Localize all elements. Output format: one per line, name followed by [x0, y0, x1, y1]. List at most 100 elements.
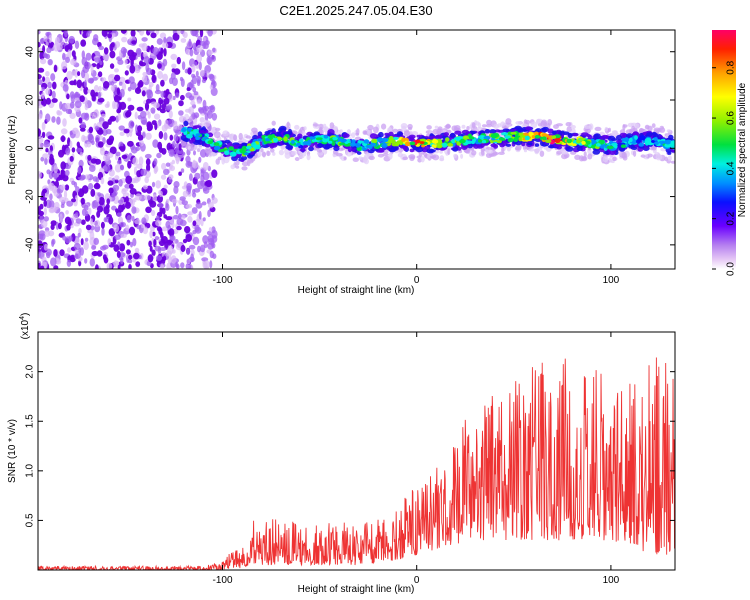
noise-blob [117, 113, 121, 121]
snr-y-tick-label: 2.0 [25, 364, 36, 378]
noise-blob [47, 135, 55, 140]
noise-blob [84, 237, 89, 242]
noise-blob [89, 258, 96, 267]
noise-blob [110, 42, 115, 48]
ridge-peak [541, 136, 547, 141]
ridge-halo [184, 113, 190, 121]
noise-blob [64, 184, 70, 191]
noise-blob [186, 87, 191, 92]
noise-blob [86, 141, 92, 148]
noise-blob [207, 201, 214, 209]
ridge-peak [388, 135, 394, 141]
noise-blob [87, 89, 91, 94]
noise-blob [109, 63, 115, 69]
snr-y-multiplier-close: ) [20, 313, 31, 316]
noise-blob [199, 69, 205, 77]
noise-blob [158, 190, 163, 197]
noise-blob [162, 42, 169, 49]
noise-blob [136, 170, 142, 178]
ridge-halo [466, 126, 470, 131]
noise-blob [38, 262, 41, 269]
noise-blob [96, 210, 101, 218]
ridge-peak [252, 145, 257, 149]
ridge-halo [338, 147, 344, 152]
ridge-halo [284, 152, 291, 159]
ridge-peak [510, 131, 517, 135]
noise-blob [89, 230, 95, 240]
colorbar-tick-label: 0.8 [726, 60, 737, 74]
ridge-peak [185, 133, 193, 139]
noise-blob [153, 102, 160, 109]
noise-blob [147, 111, 151, 119]
noise-blob [187, 67, 192, 75]
noise-blob [125, 201, 131, 209]
ridge-band [449, 132, 456, 138]
noise-blob [96, 121, 104, 128]
noise-blob [185, 203, 193, 209]
noise-blob [202, 171, 210, 181]
noise-blob [113, 244, 120, 252]
noise-blob [108, 187, 114, 194]
noise-blob [100, 113, 106, 119]
noise-blob [180, 262, 185, 269]
noise-blob [118, 81, 123, 86]
ridge-halo [534, 148, 540, 155]
ridge-peak [436, 144, 443, 149]
noise-blob [145, 132, 152, 140]
ridge-peak [265, 138, 270, 142]
noise-blob [77, 232, 81, 238]
noise-blob [184, 68, 189, 74]
ridge-peak [644, 140, 651, 144]
ridge-peak [507, 137, 514, 143]
ridge-halo [230, 164, 236, 170]
noise-blob [78, 117, 83, 124]
ridge-halo [570, 151, 577, 155]
snr-y-tick-label: 1.0 [25, 463, 36, 477]
noise-blob [113, 74, 121, 82]
ridge-band [351, 147, 356, 152]
noise-blob [195, 70, 199, 78]
noise-blob [106, 101, 110, 108]
noise-blob [148, 240, 152, 248]
noise-blob [95, 177, 100, 183]
chart-title: C2E1.2025.247.05.04.E30 [279, 3, 432, 18]
noise-blob [114, 41, 121, 48]
ridge-peak [634, 135, 638, 140]
noise-blob [107, 33, 112, 39]
noise-blob [87, 30, 92, 34]
ridge-peak [639, 135, 646, 141]
noise-blob [99, 147, 106, 156]
snr-x-axis-title: Height of straight line (km) [298, 584, 415, 595]
noise-blob [155, 255, 163, 261]
ridge-band [592, 149, 601, 155]
ridge-peak [315, 137, 323, 141]
noise-blob [146, 67, 152, 76]
noise-blob [203, 260, 210, 269]
snr-x-tick-label: 100 [603, 575, 620, 586]
noise-blob [41, 91, 45, 99]
ridge-peak [432, 139, 439, 144]
ridge-peak [534, 134, 541, 139]
noise-blob [158, 227, 163, 235]
noise-blob [207, 109, 213, 119]
noise-blob [148, 81, 154, 88]
ridge-halo [260, 148, 264, 153]
noise-blob [93, 34, 99, 42]
ridge-halo [651, 123, 656, 128]
noise-blob [64, 169, 70, 177]
ridge-halo [659, 127, 666, 133]
noise-blob [38, 251, 41, 259]
snr-frame [37, 331, 676, 571]
ridge-band [224, 139, 231, 144]
noise-blob [70, 101, 75, 109]
ridge-peak [332, 136, 338, 141]
noise-blob [62, 52, 66, 61]
ridge-band [461, 144, 468, 150]
ridge-halo [426, 125, 432, 130]
noise-blob [135, 47, 142, 55]
ridge-halo [629, 128, 633, 134]
colorbar-tick-label: 0.0 [726, 262, 737, 276]
noise-blob [152, 231, 156, 237]
noise-blob [156, 38, 163, 45]
ridge-band [484, 129, 491, 134]
